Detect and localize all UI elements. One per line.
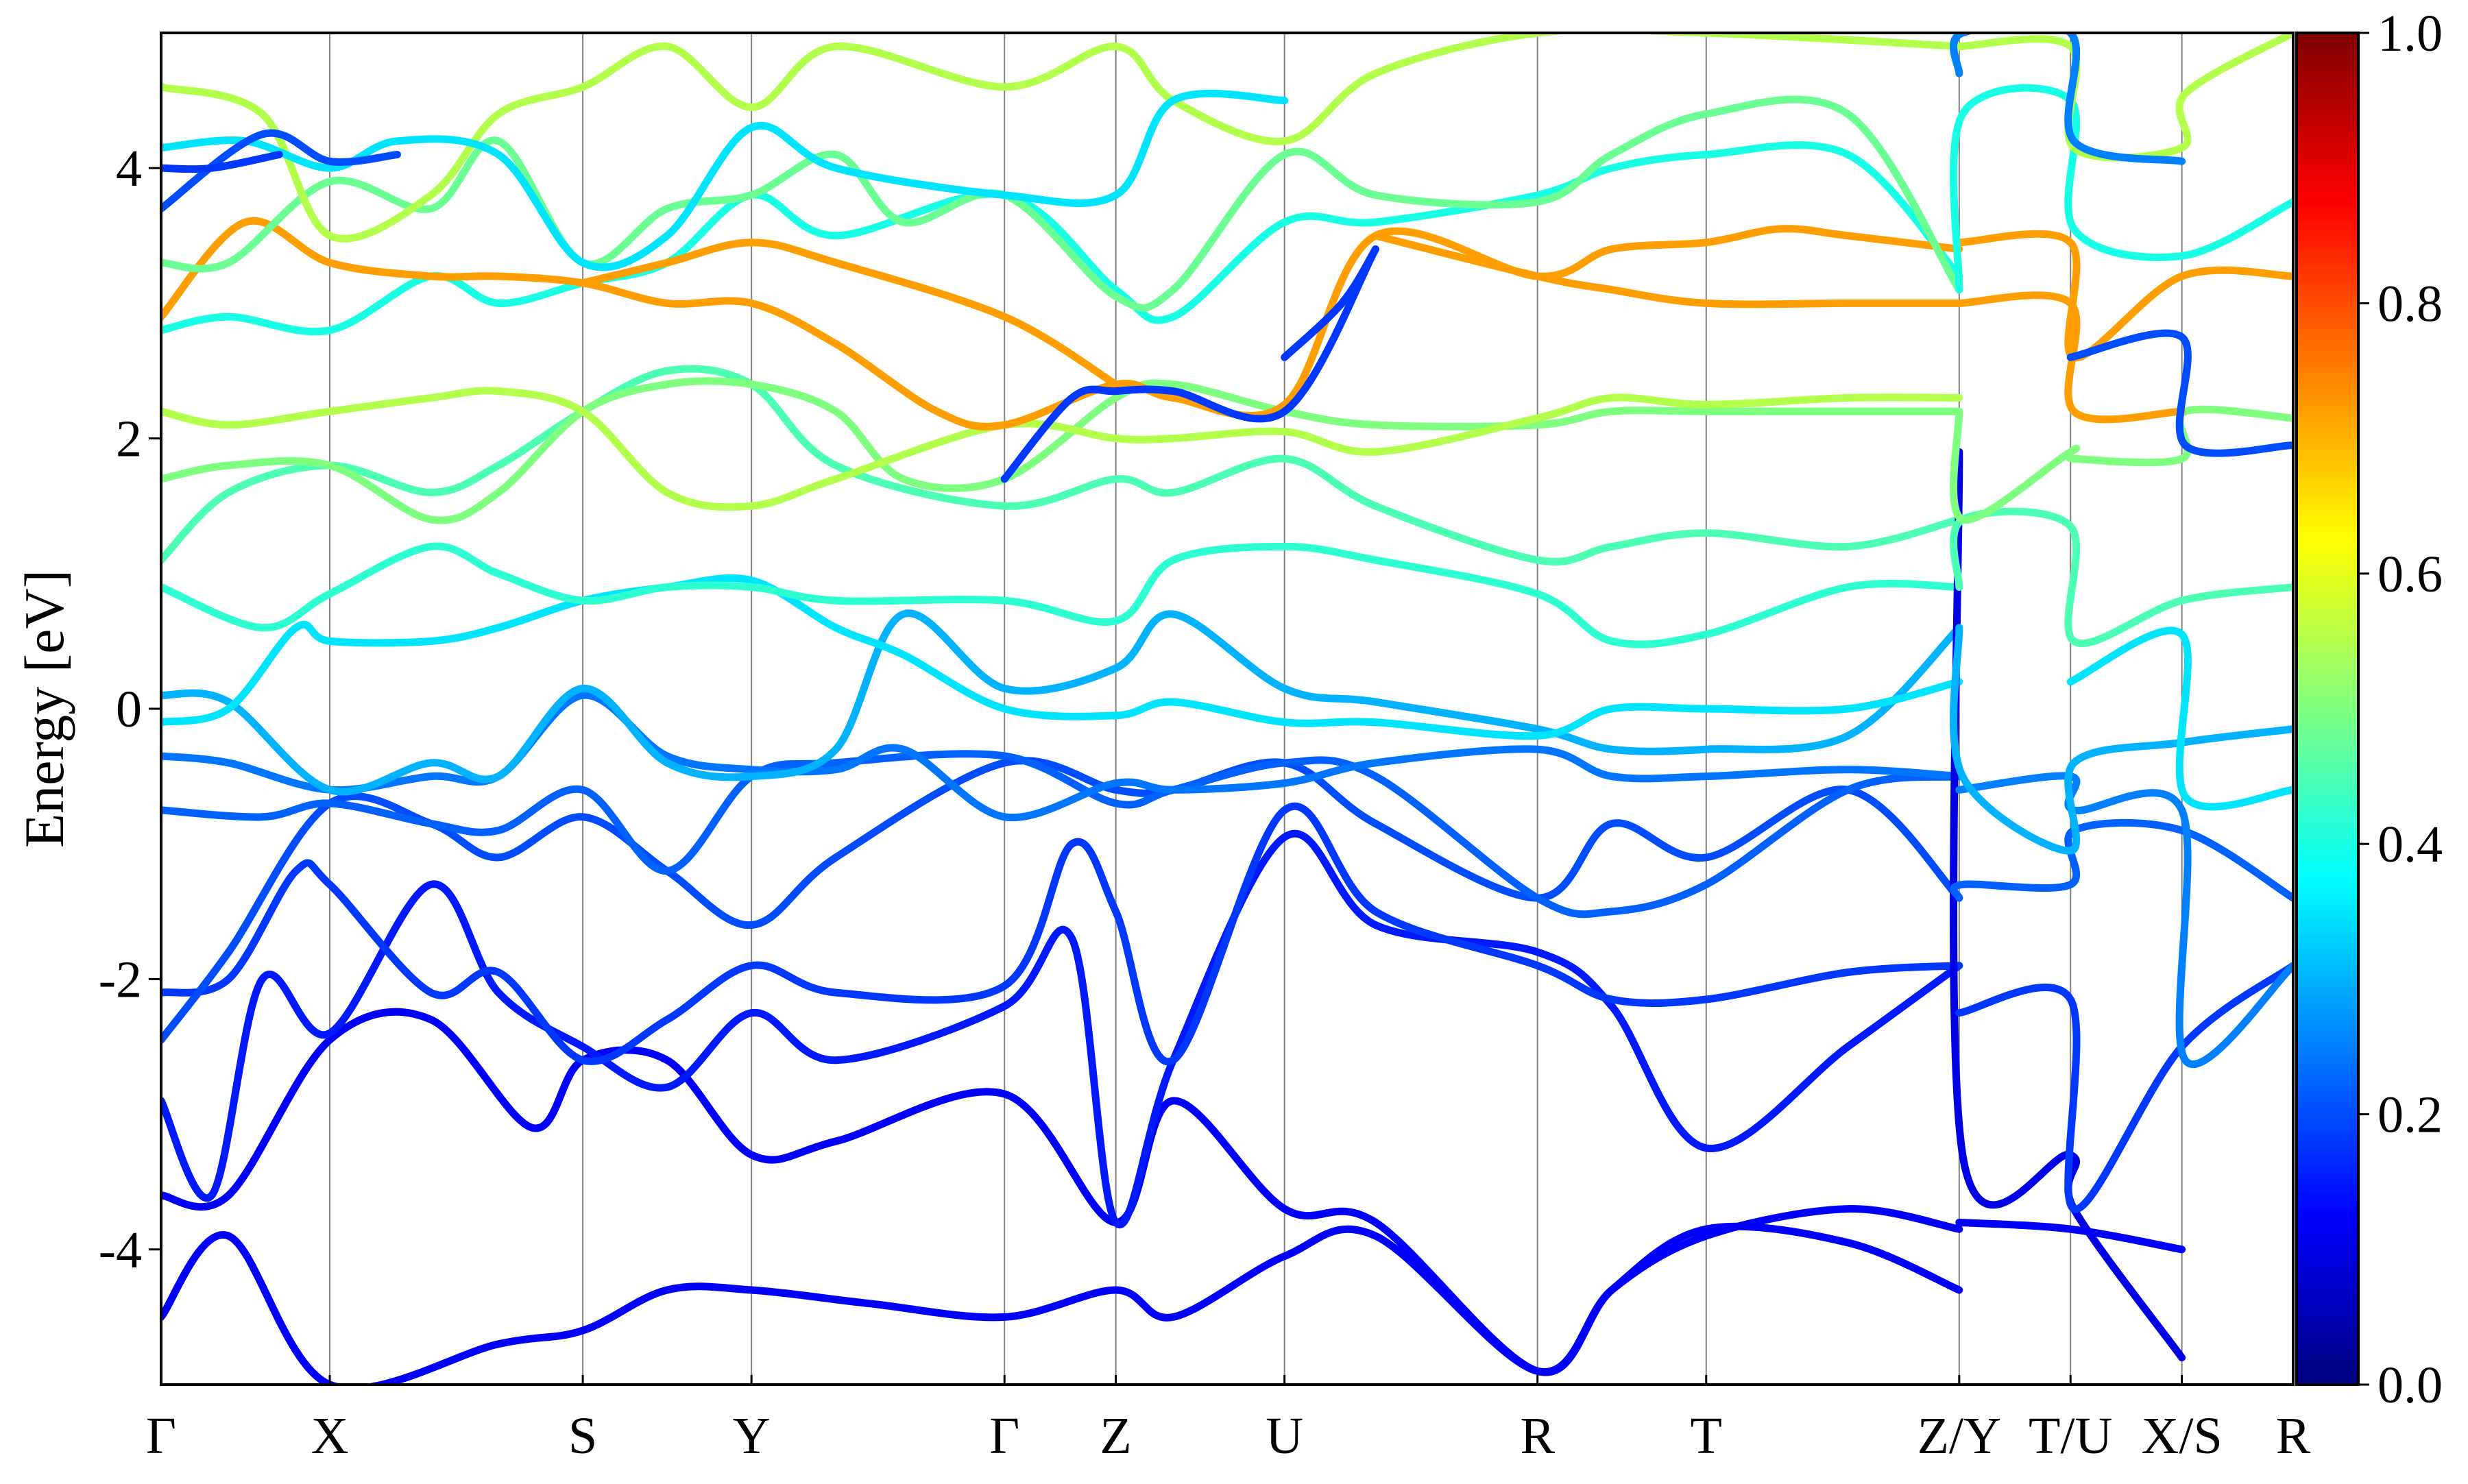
x-tick-label: T/U: [2029, 1407, 2112, 1465]
x-tick-label: Y: [733, 1407, 771, 1465]
x-tick-label: T: [1691, 1407, 1722, 1465]
band-line-16: [1372, 232, 1963, 308]
colorbar-tick-label: 0.2: [2378, 1086, 2443, 1144]
band-line-20: [1281, 245, 1379, 361]
band-line-14: [161, 217, 1963, 430]
band-line-8: [161, 574, 1963, 740]
band-line-26: [1955, 962, 2293, 1213]
x-tick-label: X: [311, 1407, 349, 1465]
band-line-31: [1950, 507, 2293, 648]
x-tick-label: Γ: [989, 1407, 1019, 1465]
band-line-18: [161, 33, 1963, 243]
band-line-32: [1950, 405, 2293, 524]
x-axis-ticks: Γ X S Y Γ Z U R T Z/Y T/U X/S R: [146, 1375, 2311, 1465]
y-tick-label: 0: [116, 681, 142, 738]
band-line-3: [161, 802, 1963, 1066]
colorbar-tick-label: 0.0: [2378, 1357, 2443, 1414]
band-line-29: [1950, 624, 2293, 855]
y-axis-ticks: 4 2 0 -2 -4: [99, 140, 161, 1279]
y-axis-label: Energy [eV]: [13, 570, 75, 848]
x-tick-label: R: [2276, 1407, 2311, 1465]
band-line-2: [161, 829, 1963, 1228]
x-tick-label: X/S: [2141, 1407, 2222, 1465]
colorbar: 0.0 0.2 0.4 0.6 0.8 1.0: [2295, 5, 2443, 1414]
band-line-7: [161, 609, 1963, 796]
x-tick-label: S: [568, 1407, 597, 1465]
y-tick-label: 4: [116, 140, 142, 197]
colorbar-tick-label: 0.4: [2378, 816, 2443, 873]
x-tick-label: Γ: [146, 1407, 176, 1465]
band-line-15: [579, 239, 1120, 389]
band-line-10: [161, 365, 1963, 565]
band-lines: [161, 33, 2293, 1385]
band-line-9: [161, 542, 1963, 648]
band-line-25: [1955, 1218, 2186, 1254]
x-tick-label: R: [1520, 1407, 1555, 1465]
band-line-37: [1955, 33, 2293, 162]
x-tick-label: U: [1266, 1407, 1303, 1465]
band-line-36: [1950, 84, 2293, 294]
colorbar-gradient: [2297, 33, 2358, 1385]
colorbar-ticks: 0.0 0.2 0.4 0.6 0.8 1.0: [2358, 5, 2443, 1414]
band-line-11: [161, 377, 1963, 524]
band-line-30: [2066, 627, 2293, 811]
band-line-35: [2066, 329, 2293, 457]
colorbar-tick-label: 0.6: [2378, 546, 2443, 603]
y-tick-label: 2: [116, 411, 142, 468]
y-tick-label: -4: [99, 1221, 142, 1279]
band-line-22: [161, 129, 401, 212]
colorbar-frame: [2295, 32, 2360, 1386]
colorbar-tick-label: 1.0: [2378, 5, 2443, 62]
x-tick-label: Z: [1100, 1407, 1131, 1465]
x-tick-label: Z/Y: [1917, 1407, 2001, 1465]
band-line-1: [161, 1008, 1963, 1376]
band-line-38: [1950, 33, 2186, 165]
band-line-19: [1000, 245, 1379, 483]
colorbar-tick-label: 0.8: [2378, 275, 2443, 332]
y-tick-label: -2: [99, 951, 142, 1008]
band-line-23: [161, 151, 283, 173]
band-line-6: [161, 691, 1963, 822]
band-line-5: [161, 750, 1963, 919]
band-line-27: [1950, 818, 2293, 902]
